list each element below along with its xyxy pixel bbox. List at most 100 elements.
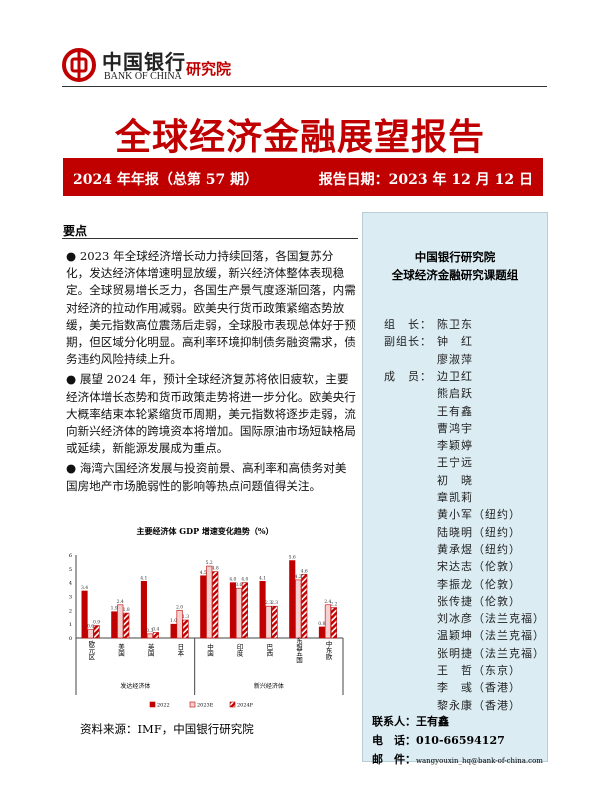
y-tick-label: 4	[69, 581, 72, 587]
member-name: 钟 红	[437, 335, 473, 349]
contact-person: 联系人：王有鑫	[372, 715, 449, 728]
bar-2024F	[182, 619, 189, 639]
role-label: 成 员：	[384, 369, 432, 383]
data-label: 2.0	[176, 604, 183, 610]
divider	[62, 238, 358, 239]
member-name: 黎永康（香港）	[437, 698, 521, 712]
bar-2023E	[324, 604, 331, 639]
legend-label: 2024F	[237, 703, 254, 709]
data-label: 4.0	[229, 577, 236, 583]
gdp-growth-chart: 主要经济体 GDP 增速变化趋势（%） 0 1 2 3 4 5 6 3.4 0.60.9 欧元区 1.…	[69, 526, 344, 709]
bar-2022	[259, 580, 266, 639]
bullet-item: ● 2023 年全球经济增长动力持续回落，各国复苏分化，发达经济体增速明显放缓，…	[66, 249, 356, 367]
member-name: 陆晓明（纽约）	[437, 525, 521, 539]
bar-2024F	[152, 632, 159, 639]
bank-name-en: BANK OF CHINA	[104, 71, 182, 82]
category-label: 英国	[146, 642, 154, 658]
member-name: 廖淑萍	[437, 352, 473, 366]
contact-phone: 电 话：010-66594127	[372, 734, 505, 747]
bar-2024F	[212, 571, 219, 639]
member-name: 王有鑫	[437, 404, 473, 418]
bullet-text: 2023 年全球经济增长动力持续回落，各国复苏分化，发达经济体增速明显放缓，新兴…	[66, 249, 356, 367]
category-label: 欧元区	[87, 639, 95, 660]
member-name: 曹鸿宇	[437, 421, 473, 435]
bar-2022	[140, 580, 147, 639]
bullet-item: ● 海湾六国经济发展与投资前景、高利率和高债务对美国房地产市场脆弱性的影响等热点…	[66, 461, 347, 493]
data-label: 1.8	[123, 607, 130, 613]
member-name: 李振龙（伦敦）	[437, 577, 521, 591]
member-name: 边卫红	[437, 369, 473, 383]
member-name: 刘冰彦（法兰克福）	[437, 612, 545, 626]
bar-2022	[318, 626, 325, 639]
bullet-text: 海湾六国经济发展与投资前景、高利率和高债务对美国房地产市场脆弱性的影响等热点问题…	[66, 461, 347, 493]
data-label: 0.8	[318, 621, 325, 627]
category-label: 美国	[117, 642, 125, 658]
group-label: 新兴经济体	[254, 682, 284, 690]
issue-label: 2024 年年报（总第 57 期）	[73, 172, 259, 188]
data-label: 4.6	[301, 568, 308, 574]
bar-2023E	[206, 565, 213, 639]
legend-label: 2023E	[197, 703, 214, 709]
y-tick-label: 5	[69, 567, 72, 573]
member-name: 熊启跃	[437, 387, 473, 401]
member-name: 章凯莉	[437, 491, 473, 504]
category-label: 巴西	[265, 643, 273, 658]
legend-swatch	[189, 701, 196, 708]
member-name: 陈卫东	[437, 318, 473, 331]
group-label: 发达经济体	[120, 682, 150, 690]
y-tick-label: 2	[69, 608, 72, 614]
y-tick-label: 3	[69, 595, 72, 601]
bar-2022	[81, 590, 88, 639]
data-label: 5.2	[206, 560, 213, 566]
data-label: 4.2	[295, 574, 302, 580]
member-name: 张明捷（法兰克福）	[437, 646, 545, 660]
data-label: 2.4	[117, 599, 124, 605]
category-label: 东盟五国	[295, 636, 303, 665]
report-date: 报告日期：2023 年 12 月 12 日	[318, 172, 533, 188]
member-name: 李 彧（香港）	[437, 681, 521, 695]
data-label: 4.1	[140, 575, 147, 581]
data-label: 2.4	[324, 599, 331, 605]
member-name: 温颖坤（法兰克福）	[437, 629, 545, 643]
bar-2024F	[123, 612, 130, 639]
member-name: 黄承煜（纽约）	[437, 542, 521, 556]
member-name: 王 哲（东京）	[437, 664, 521, 677]
bar-2024F	[241, 582, 248, 639]
data-label: 4.1	[259, 575, 266, 581]
data-label: 1.3	[182, 614, 189, 620]
data-label: 0.4	[152, 626, 159, 632]
data-label: 1.9	[111, 606, 118, 612]
category-label: 中东欧	[324, 639, 332, 661]
email-label: 邮 件：	[372, 753, 416, 766]
legend-swatch	[149, 701, 156, 708]
key-points-heading: 要点	[63, 224, 88, 238]
bar-2023E	[295, 579, 302, 639]
bar-2023E	[146, 633, 153, 639]
panel-heading: 中国银行研究院 全球经济金融研究课题组	[362, 248, 548, 284]
bank-of-china-logo-icon	[62, 48, 96, 82]
data-label: 0.9	[93, 620, 100, 626]
panel-group: 全球经济金融研究课题组	[391, 268, 519, 282]
bar-2024F	[301, 574, 308, 639]
bank-name-cn: 中国银行	[102, 50, 186, 74]
y-tick-label: 1	[69, 622, 72, 628]
bar-2022	[289, 560, 296, 639]
contact-info: 联系人：王有鑫 电 话：010-66594127 邮 件：wangyouxin_…	[372, 712, 543, 771]
key-points-list: ● 2023 年全球经济增长动力持续回落，各国复苏分化，发达经济体增速明显放缓，…	[66, 248, 356, 498]
legend-swatch	[229, 701, 236, 708]
member-name: 宋达志（伦敦）	[437, 560, 521, 574]
divider	[62, 86, 547, 87]
member-name: 张传捷（伦敦）	[437, 594, 521, 608]
source-note: 资料来源：IMF，中国银行研究院	[80, 722, 254, 736]
bar-2022	[229, 582, 236, 639]
bar-2023E	[87, 629, 94, 639]
research-team-panel	[362, 212, 548, 762]
issue-band: 2024 年年报（总第 57 期） 报告日期：2023 年 12 月 12 日	[63, 158, 543, 196]
data-label: 3.6	[235, 582, 242, 588]
data-label: 0.6	[87, 624, 94, 630]
bullet-item: ● 展望 2024 年，预计全球经济复苏将依旧疲软，主要经济体增长态势和货币政策…	[66, 372, 356, 456]
chart-title: 主要经济体 GDP 增速变化趋势（%）	[137, 526, 274, 536]
category-label: 中国	[206, 642, 214, 658]
category-label: 印度	[235, 643, 243, 658]
bar-2024F	[330, 607, 337, 639]
